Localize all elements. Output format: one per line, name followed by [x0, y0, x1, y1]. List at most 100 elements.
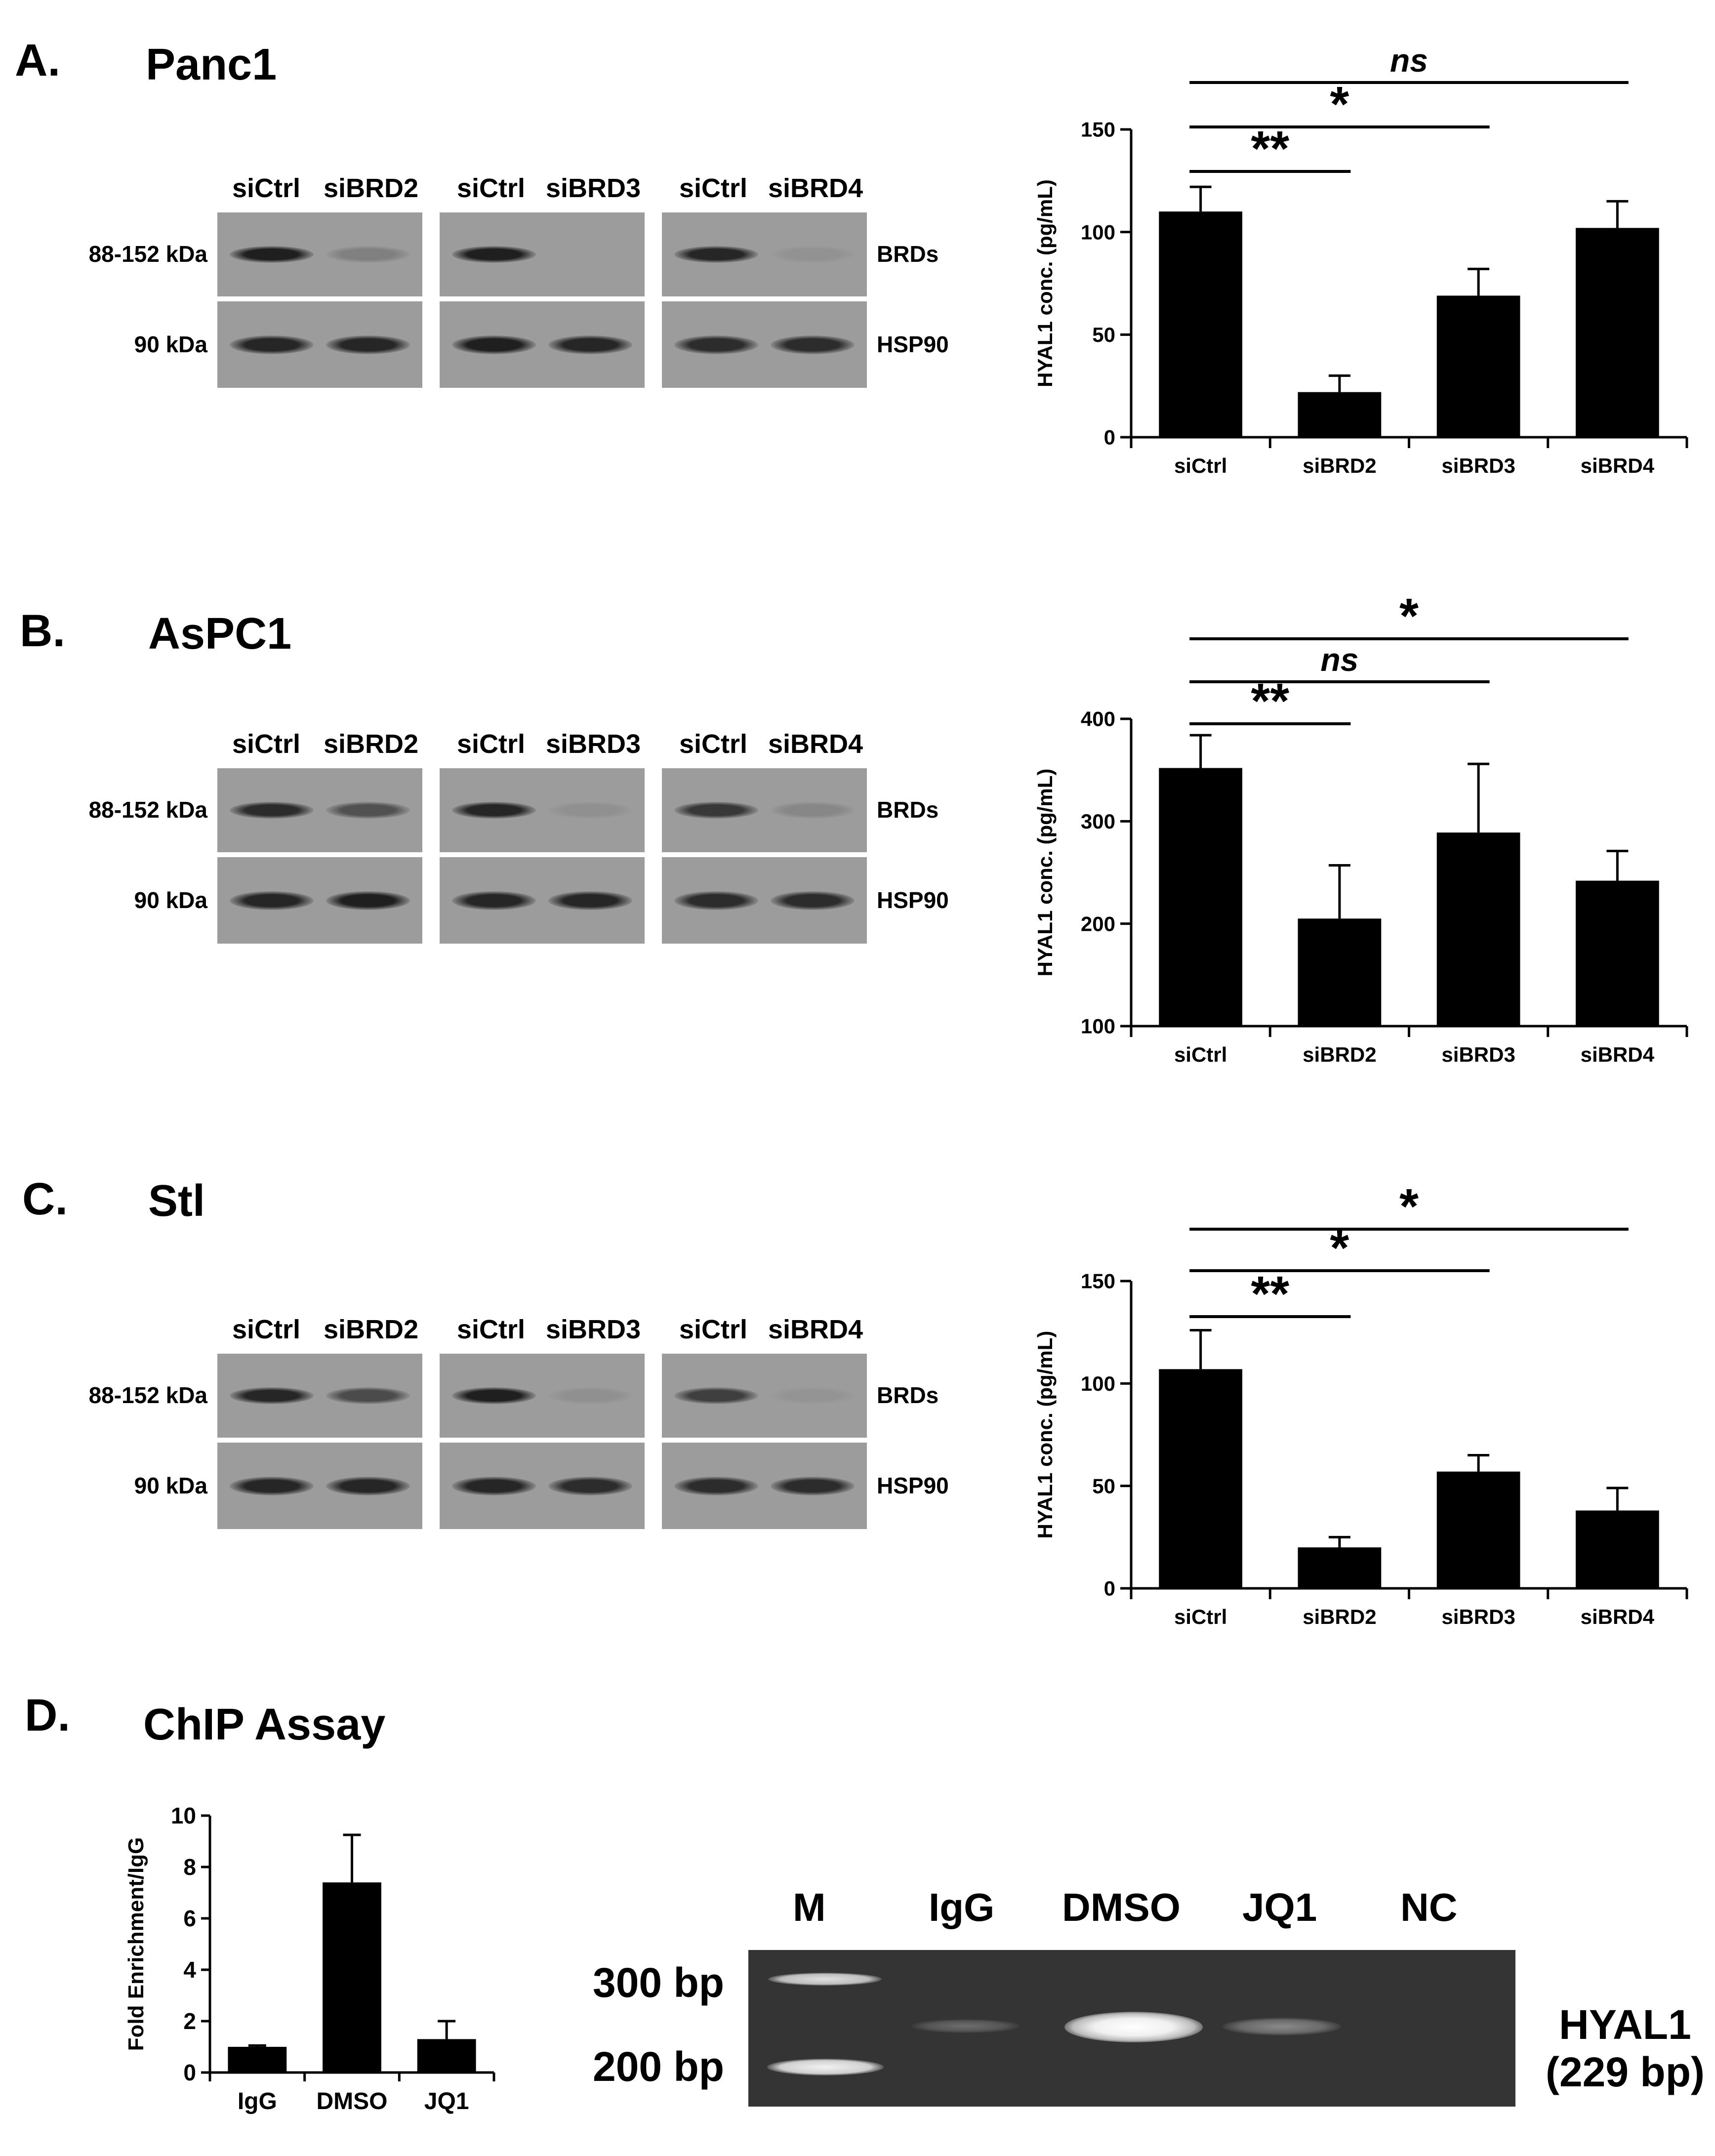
blot-membrane	[217, 857, 422, 944]
blot-band	[771, 246, 855, 263]
gel-lane-label-jq1: JQ1	[1242, 1885, 1317, 1929]
bar	[1576, 228, 1659, 437]
lane-label: siBRD4	[768, 1315, 863, 1344]
bar	[1298, 918, 1382, 1026]
blot-band	[326, 1477, 410, 1495]
lane-label: siBRD2	[324, 729, 419, 759]
y-tick-label: 100	[1081, 1372, 1115, 1395]
y-axis-title: HYAL1 conc. (pg/mL)	[1033, 1331, 1057, 1539]
y-tick-label: 150	[1081, 1270, 1115, 1293]
agarose-gel	[748, 1950, 1515, 2107]
gel-lane-label-m: M	[793, 1885, 826, 1929]
blot-band	[771, 891, 855, 910]
blot-band	[674, 246, 758, 263]
x-tick-label: siBRD4	[1581, 1605, 1655, 1628]
blot-band	[230, 1477, 314, 1495]
lane-label: siBRD2	[324, 173, 419, 203]
significance-label: **	[1251, 1266, 1289, 1322]
lane-label: siBRD3	[546, 173, 641, 203]
lane-label: siCtrl	[232, 173, 301, 203]
gel-lane-label-nc: NC	[1400, 1885, 1458, 1929]
gel-product-size: (229 bp)	[1545, 2049, 1705, 2095]
blot-band	[548, 891, 632, 910]
x-tick-label: siCtrl	[1174, 1605, 1227, 1628]
y-axis-title: HYAL1 conc. (pg/mL)	[1033, 179, 1057, 387]
mw-label-hsp90: 90 kDa	[134, 1472, 207, 1498]
significance-label: *	[1399, 1186, 1419, 1234]
gel-marker-200: 200 bp	[593, 2043, 725, 2090]
blot-membrane	[440, 1354, 645, 1438]
blot-band	[548, 1477, 632, 1495]
blot-band	[452, 246, 536, 263]
significance-label: ns	[1320, 641, 1358, 678]
lane-label: siCtrl	[457, 1315, 526, 1344]
protein-label-hsp90: HSP90	[877, 1472, 949, 1498]
panel-title-b: AsPC1	[148, 609, 292, 659]
lane-label: siCtrl	[679, 1315, 748, 1344]
significance-label: **	[1251, 121, 1289, 176]
mw-label-brds: 88-152 kDa	[88, 241, 207, 267]
blot-band	[771, 335, 855, 354]
mw-label-brds: 88-152 kDa	[88, 1382, 207, 1408]
lane-label: siBRD4	[768, 173, 863, 203]
y-tick-label: 10	[171, 1803, 196, 1828]
significance-label: ns	[1390, 42, 1428, 79]
lane-label: siCtrl	[679, 173, 748, 203]
protein-label-hsp90: HSP90	[877, 331, 949, 357]
gel-band-igg	[911, 2019, 1020, 2033]
blot-band	[452, 1477, 536, 1495]
protein-label-hsp90: HSP90	[877, 887, 949, 913]
blot-membrane	[440, 212, 645, 296]
blot-band	[230, 335, 314, 354]
protein-label-brds: BRDs	[877, 797, 939, 823]
gel-band-dmso	[1064, 2012, 1203, 2042]
mw-label-hsp90: 90 kDa	[134, 331, 207, 357]
bar	[1576, 1510, 1659, 1588]
panel-label-d: D.	[25, 1690, 70, 1741]
gel-lane-label-igg: IgG	[929, 1885, 995, 1929]
y-tick-label: 0	[1104, 426, 1115, 449]
gel-product-label: HYAL1 (229 bp)	[1544, 2001, 1707, 2096]
blot-membrane	[440, 1443, 645, 1529]
panel-title-d: ChIP Assay	[143, 1700, 386, 1749]
bar-chart-c: 0 50 100 150 siCtrl siBRD2 siBRD3 siBRD4 HYAL1 c…	[1033, 1186, 1688, 1628]
x-tick-label: siBRD3	[1441, 454, 1515, 477]
bar	[323, 1882, 381, 2073]
lane-label: siBRD3	[546, 1315, 641, 1344]
western-blot-b: siCtrl siBRD2 siCtrl siBRD3 siCtrl siBRD4 88-1…	[0, 719, 988, 956]
bar	[228, 2047, 287, 2073]
x-tick-label: JQ1	[424, 2088, 469, 2115]
bar	[1159, 1369, 1242, 1588]
x-tick-label: siCtrl	[1174, 1043, 1227, 1066]
blot-membrane	[217, 1354, 422, 1438]
gel-band-jq1	[1223, 2018, 1341, 2035]
blot-membrane	[217, 301, 422, 388]
y-tick-label: 100	[1081, 220, 1115, 244]
panel-title-c: Stl	[148, 1176, 205, 1226]
y-tick-label: 8	[183, 1854, 196, 1880]
bar	[1436, 1471, 1520, 1588]
blot-band	[326, 802, 410, 819]
blot-membrane	[217, 212, 422, 296]
blot-membrane	[662, 1443, 867, 1529]
x-tick-label: IgG	[238, 2088, 277, 2115]
blot-band	[548, 1387, 632, 1404]
x-tick-label: siBRD4	[1581, 454, 1655, 477]
bar	[1159, 768, 1242, 1026]
blot-membrane	[440, 768, 645, 852]
y-tick-label: 100	[1081, 1015, 1115, 1038]
blot-band	[771, 1477, 855, 1495]
blot-band	[548, 335, 632, 354]
blot-band	[771, 802, 855, 819]
y-tick-label: 50	[1092, 323, 1115, 346]
x-tick-label: siBRD2	[1303, 454, 1376, 477]
gel-band-marker-200	[767, 2059, 884, 2075]
mw-label-brds: 88-152 kDa	[88, 797, 207, 823]
x-tick-label: DMSO	[317, 2088, 388, 2115]
y-tick-label: 400	[1081, 707, 1115, 731]
blot-band	[674, 1477, 758, 1495]
blot-membrane	[662, 1354, 867, 1438]
western-blot-a: siCtrl siBRD2 siCtrl siBRD3 siCtrl siBRD4 88-1…	[0, 163, 988, 400]
y-tick-label: 4	[183, 1957, 196, 1983]
blot-membrane	[440, 857, 645, 944]
